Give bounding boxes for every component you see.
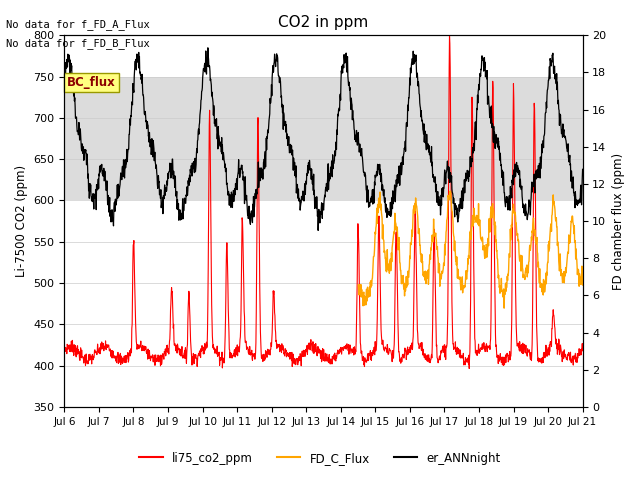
Text: BC_flux: BC_flux: [67, 76, 116, 89]
Y-axis label: FD chamber flux (ppm): FD chamber flux (ppm): [612, 153, 625, 289]
Y-axis label: Li-7500 CO2 (ppm): Li-7500 CO2 (ppm): [15, 165, 28, 277]
Bar: [65, 77, 582, 201]
Text: No data for f_FD_B_Flux: No data for f_FD_B_Flux: [6, 38, 150, 49]
Text: No data for f_FD_A_Flux: No data for f_FD_A_Flux: [6, 19, 150, 30]
Legend: li75_co2_ppm, FD_C_Flux, er_ANNnight: li75_co2_ppm, FD_C_Flux, er_ANNnight: [134, 447, 506, 469]
Title: CO2 in ppm: CO2 in ppm: [278, 15, 369, 30]
